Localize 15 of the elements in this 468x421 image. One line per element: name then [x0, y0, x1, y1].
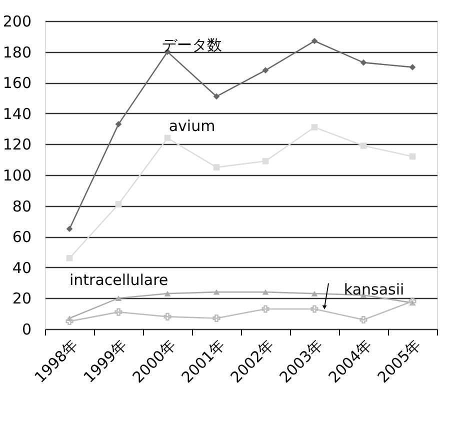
series-label: intracellulare	[70, 271, 168, 290]
y-tick-label: 80	[12, 197, 32, 216]
y-tick-label: 200	[2, 12, 32, 30]
series-label: データ数	[162, 36, 222, 54]
y-tick-label: 40	[12, 258, 32, 277]
y-tick-label: 100	[2, 166, 32, 184]
y-tick-label: 160	[2, 74, 32, 92]
y-tick-label: 0	[22, 320, 32, 338]
y-tick-label: 180	[2, 43, 32, 62]
series-label: avium	[168, 117, 216, 136]
series-label: kansasii	[344, 280, 404, 298]
y-tick-label: 20	[12, 290, 32, 308]
y-tick-label: 140	[2, 104, 32, 123]
y-tick-label: 120	[2, 136, 32, 154]
y-tick-label: 60	[12, 228, 32, 246]
